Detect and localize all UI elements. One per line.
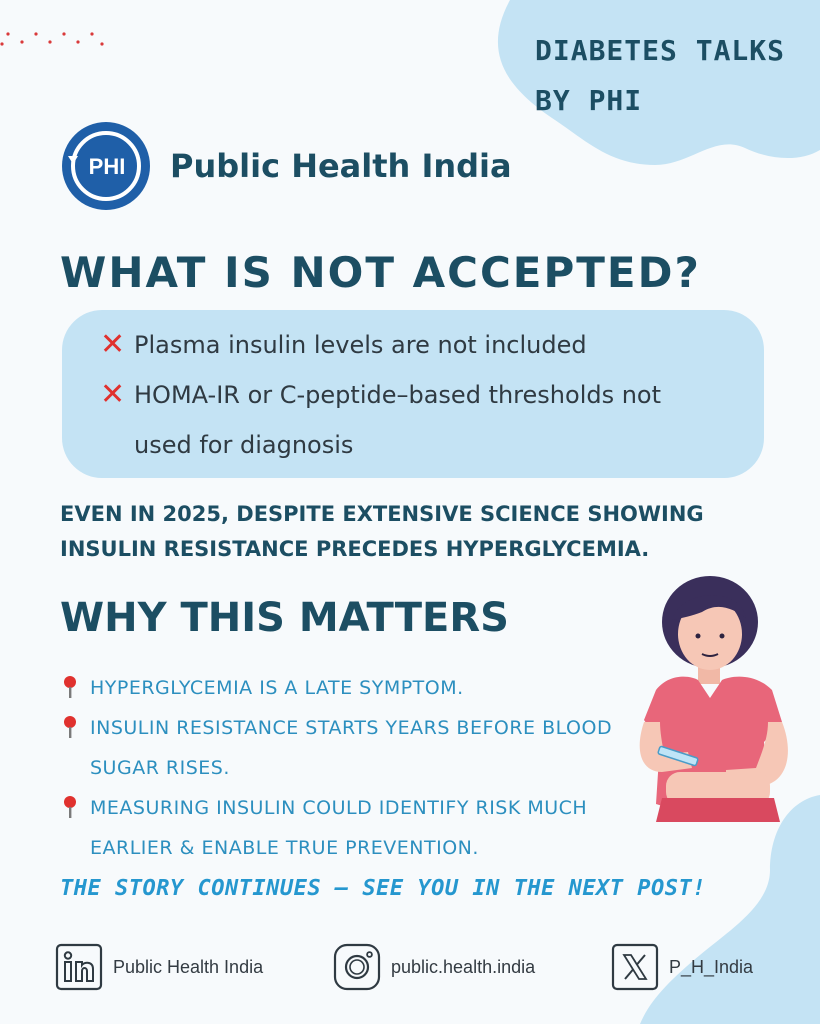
linkedin-icon (55, 943, 103, 991)
x-icon (611, 943, 659, 991)
social-x[interactable]: P_H_India (611, 943, 753, 991)
series-title-line2: BY PHI (535, 84, 643, 117)
point-text: INSULIN RESISTANCE STARTS YEARS BEFORE B… (90, 717, 613, 779)
cross-mark-icon: ✕ (100, 327, 126, 362)
social-footer: Public Health India public.health.india … (55, 943, 815, 993)
woman-injection-illustration (639, 576, 788, 822)
dots-decoration (0, 32, 104, 46)
section-title-why: WHY THIS MATTERS (60, 595, 509, 641)
linkedin-label: Public Health India (113, 956, 264, 977)
pin-icon (64, 796, 76, 818)
cross-mark-icon: ✕ (100, 377, 126, 412)
pin-icon (64, 716, 76, 738)
instagram-icon (333, 943, 381, 991)
x-label: P_H_India (669, 956, 754, 977)
not-accepted-text: HOMA-IR or C-peptide–based thresholds no… (134, 381, 662, 459)
statement-text: EVEN IN 2025, DESPITE EXTENSIVE SCIENCE … (60, 502, 704, 561)
brand-name: Public Health India (170, 147, 512, 185)
pin-icon (64, 676, 76, 698)
point-text: MEASURING INSULIN COULD IDENTIFY RISK MU… (90, 797, 588, 859)
social-instagram[interactable]: public.health.india (333, 943, 535, 991)
not-accepted-text: Plasma insulin levels are not included (134, 331, 587, 359)
page-title: WHAT IS NOT ACCEPTED? (60, 248, 701, 297)
list-item: INSULIN RESISTANCE STARTS YEARS BEFORE B… (58, 708, 638, 788)
list-item: HYPERGLYCEMIA IS A LATE SYMPTOM. (58, 668, 638, 708)
brand-header: PHI Public Health India (60, 120, 512, 212)
point-text: HYPERGLYCEMIA IS A LATE SYMPTOM. (90, 677, 464, 699)
social-linkedin[interactable]: Public Health India (55, 943, 263, 991)
series-title-line1: DIABETES TALKS (535, 34, 786, 67)
not-accepted-box: ✕ Plasma insulin levels are not included… (62, 310, 764, 478)
not-accepted-item: ✕ Plasma insulin levels are not included (100, 327, 724, 370)
logo-text: PHI (89, 154, 126, 179)
list-item: MEASURING INSULIN COULD IDENTIFY RISK MU… (58, 788, 638, 868)
not-accepted-item: ✕ HOMA-IR or C-peptide–based thresholds … (100, 377, 724, 470)
series-title: DIABETES TALKS BY PHI (535, 26, 805, 126)
phi-logo-icon: PHI (62, 122, 150, 210)
continues-text: THE STORY CONTINUES — SEE YOU IN THE NEX… (60, 876, 707, 901)
points-list: HYPERGLYCEMIA IS A LATE SYMPTOM. INSULIN… (58, 668, 638, 868)
instagram-label: public.health.india (391, 956, 536, 977)
